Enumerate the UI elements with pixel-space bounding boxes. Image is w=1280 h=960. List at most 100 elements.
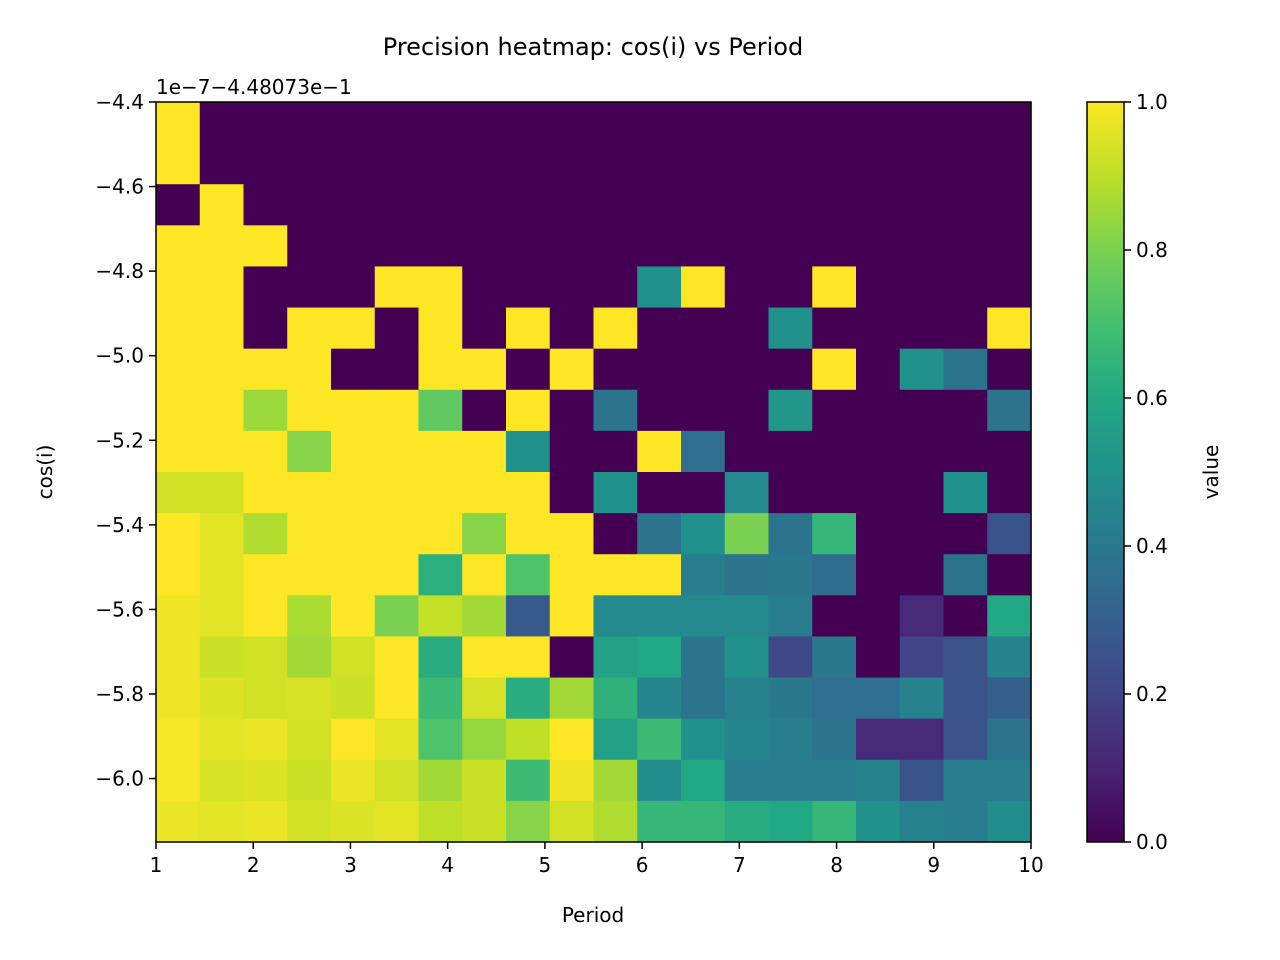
heatmap-cell [681, 472, 726, 514]
heatmap-cell [812, 759, 857, 802]
heatmap-cell [681, 143, 726, 185]
heatmap-cell [418, 472, 463, 514]
heatmap-cell [856, 595, 901, 638]
heatmap-cell [462, 595, 507, 638]
y-tick-label: −5.0 [95, 344, 144, 368]
heatmap-cell [374, 554, 420, 596]
heatmap-cell [243, 102, 288, 144]
heatmap-cell [199, 389, 245, 432]
heatmap-cell [987, 595, 1032, 638]
heatmap-cell [899, 430, 945, 473]
heatmap-cell [987, 554, 1032, 596]
heatmap-cell [374, 513, 420, 555]
heatmap-cell [418, 184, 463, 226]
heatmap-cell [462, 430, 507, 473]
heatmap-cell [768, 677, 813, 720]
heatmap-cell [156, 266, 201, 309]
heatmap-cell [331, 800, 376, 843]
heatmap-cell [418, 759, 463, 802]
heatmap-cell [287, 184, 332, 226]
heatmap-cell [549, 225, 595, 268]
plot-frame [155, 101, 1032, 843]
heatmap-cell [331, 225, 376, 268]
heatmap-cell [681, 554, 726, 596]
heatmap-cell [462, 759, 507, 802]
heatmap-cell [418, 389, 463, 432]
heatmap-cell [374, 266, 420, 309]
heatmap-cell [506, 472, 551, 514]
heatmap-cell [943, 718, 988, 761]
heatmap-cell [156, 348, 201, 391]
heatmap-cell [287, 677, 332, 720]
heatmap-cell [418, 800, 463, 843]
heatmap-cell [637, 389, 682, 432]
heatmap-cell [812, 266, 857, 309]
heatmap-cell [243, 759, 288, 802]
heatmap-cell [199, 143, 245, 185]
heatmap-cell [593, 595, 638, 638]
heatmap-cell [724, 677, 770, 720]
heatmap-cell [681, 595, 726, 638]
heatmap-cell [768, 472, 813, 514]
y-tick-label: −4.8 [95, 259, 144, 283]
heatmap-cell [593, 348, 638, 391]
heatmap-cell [856, 513, 901, 555]
heatmap-cell [856, 225, 901, 268]
heatmap-cell [768, 184, 813, 226]
heatmap-cell [899, 266, 945, 309]
heatmap-cell [506, 718, 551, 761]
heatmap-cell [331, 677, 376, 720]
heatmap-cell [418, 595, 463, 638]
heatmap-cell [768, 307, 813, 350]
heatmap-cell [593, 266, 638, 309]
heatmap-cell [549, 266, 595, 309]
heatmap-cell [943, 307, 988, 350]
heatmap-cell [681, 348, 726, 391]
heatmap-cell [724, 348, 770, 391]
heatmap-cell [812, 307, 857, 350]
heatmap-cell [987, 800, 1032, 843]
heatmap-cell [287, 389, 332, 432]
heatmap-cell [506, 225, 551, 268]
heatmap-cell [199, 759, 245, 802]
heatmap-cell [506, 348, 551, 391]
heatmap-cell [943, 143, 988, 185]
heatmap-cell [331, 595, 376, 638]
heatmap-cell [987, 636, 1032, 679]
heatmap-cell [243, 143, 288, 185]
heatmap-cell [199, 348, 245, 391]
heatmap-cell [374, 595, 420, 638]
heatmap-cell [724, 759, 770, 802]
heatmap-cell [549, 143, 595, 185]
heatmap-cell [681, 718, 726, 761]
y-axis-offset-label: 1e−7−4.48073e−1 [156, 75, 352, 99]
heatmap-cell [506, 430, 551, 473]
heatmap-cell [724, 389, 770, 432]
colorbar-label: value [1199, 445, 1223, 500]
heatmap-cell [156, 595, 201, 638]
heatmap-cell [156, 513, 201, 555]
heatmap-cell [287, 718, 332, 761]
heatmap-cell [768, 102, 813, 144]
heatmap-cell [637, 102, 682, 144]
heatmap-cell [462, 389, 507, 432]
heatmap-cell [899, 554, 945, 596]
heatmap-cell [506, 143, 551, 185]
heatmap-cell [243, 718, 288, 761]
heatmap-cell [593, 143, 638, 185]
heatmap-cell [287, 102, 332, 144]
heatmap-cell [768, 718, 813, 761]
heatmap-cell [724, 266, 770, 309]
heatmap-cell [899, 759, 945, 802]
y-tick-label: −4.6 [95, 175, 144, 199]
x-tick-label: 1 [150, 853, 163, 877]
heatmap-cell [331, 389, 376, 432]
heatmap-cell [331, 266, 376, 309]
x-tick-label: 4 [441, 853, 454, 877]
heatmap-cell [899, 143, 945, 185]
heatmap-cell [331, 759, 376, 802]
heatmap-cell [462, 184, 507, 226]
heatmap-cell [374, 800, 420, 843]
heatmap-cell [812, 430, 857, 473]
heatmap-cell [549, 184, 595, 226]
